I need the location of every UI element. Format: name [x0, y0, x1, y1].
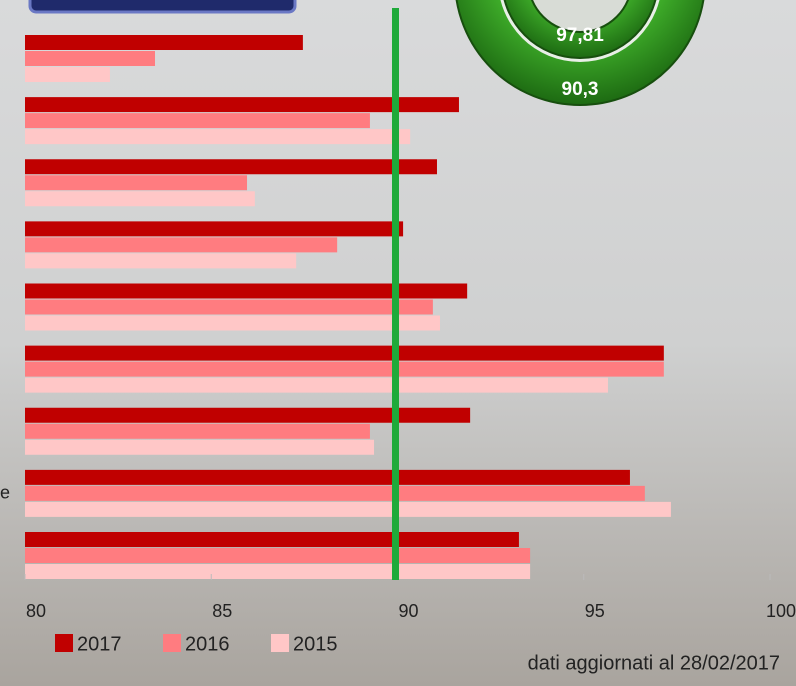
note: dati aggiornati al 28/02/2017	[528, 652, 780, 674]
bar	[25, 283, 468, 299]
bar	[25, 423, 370, 439]
x-tick-label: 95	[585, 601, 605, 621]
legend-label: 2016	[185, 633, 230, 655]
header-box	[28, 0, 297, 14]
bar	[25, 564, 531, 579]
bar	[25, 221, 404, 237]
ring-label: 97,81	[556, 25, 604, 46]
bar	[25, 191, 255, 207]
bar	[25, 377, 608, 393]
bar	[25, 299, 433, 315]
bar	[25, 345, 664, 361]
y-tick-label: e	[0, 483, 10, 503]
bar	[25, 532, 519, 547]
bar	[25, 485, 645, 501]
x-tick-label: 90	[398, 601, 418, 621]
bar	[25, 315, 440, 331]
legend-swatch	[163, 634, 181, 652]
legend-label: 2017	[77, 633, 122, 655]
bar	[25, 469, 630, 485]
bar	[25, 35, 303, 50]
bar	[25, 439, 375, 455]
bar	[25, 51, 156, 66]
x-tick-label: 100	[766, 601, 796, 621]
ring-label: 90,3	[562, 79, 599, 100]
bar	[25, 67, 110, 82]
bar	[25, 129, 411, 145]
bar	[25, 175, 248, 191]
legend-swatch	[55, 634, 73, 652]
bar	[25, 237, 338, 253]
legend-swatch	[271, 634, 289, 652]
bar	[25, 253, 297, 269]
bar	[25, 159, 437, 175]
bar	[25, 501, 671, 517]
bar	[25, 97, 459, 113]
x-tick-label: 80	[26, 601, 46, 621]
bar	[25, 548, 531, 563]
bar	[25, 407, 471, 423]
x-tick-label: 85	[212, 601, 232, 621]
legend-label: 2015	[293, 633, 338, 655]
ring-center	[530, 0, 630, 33]
bar	[25, 113, 370, 129]
bar	[25, 361, 664, 377]
